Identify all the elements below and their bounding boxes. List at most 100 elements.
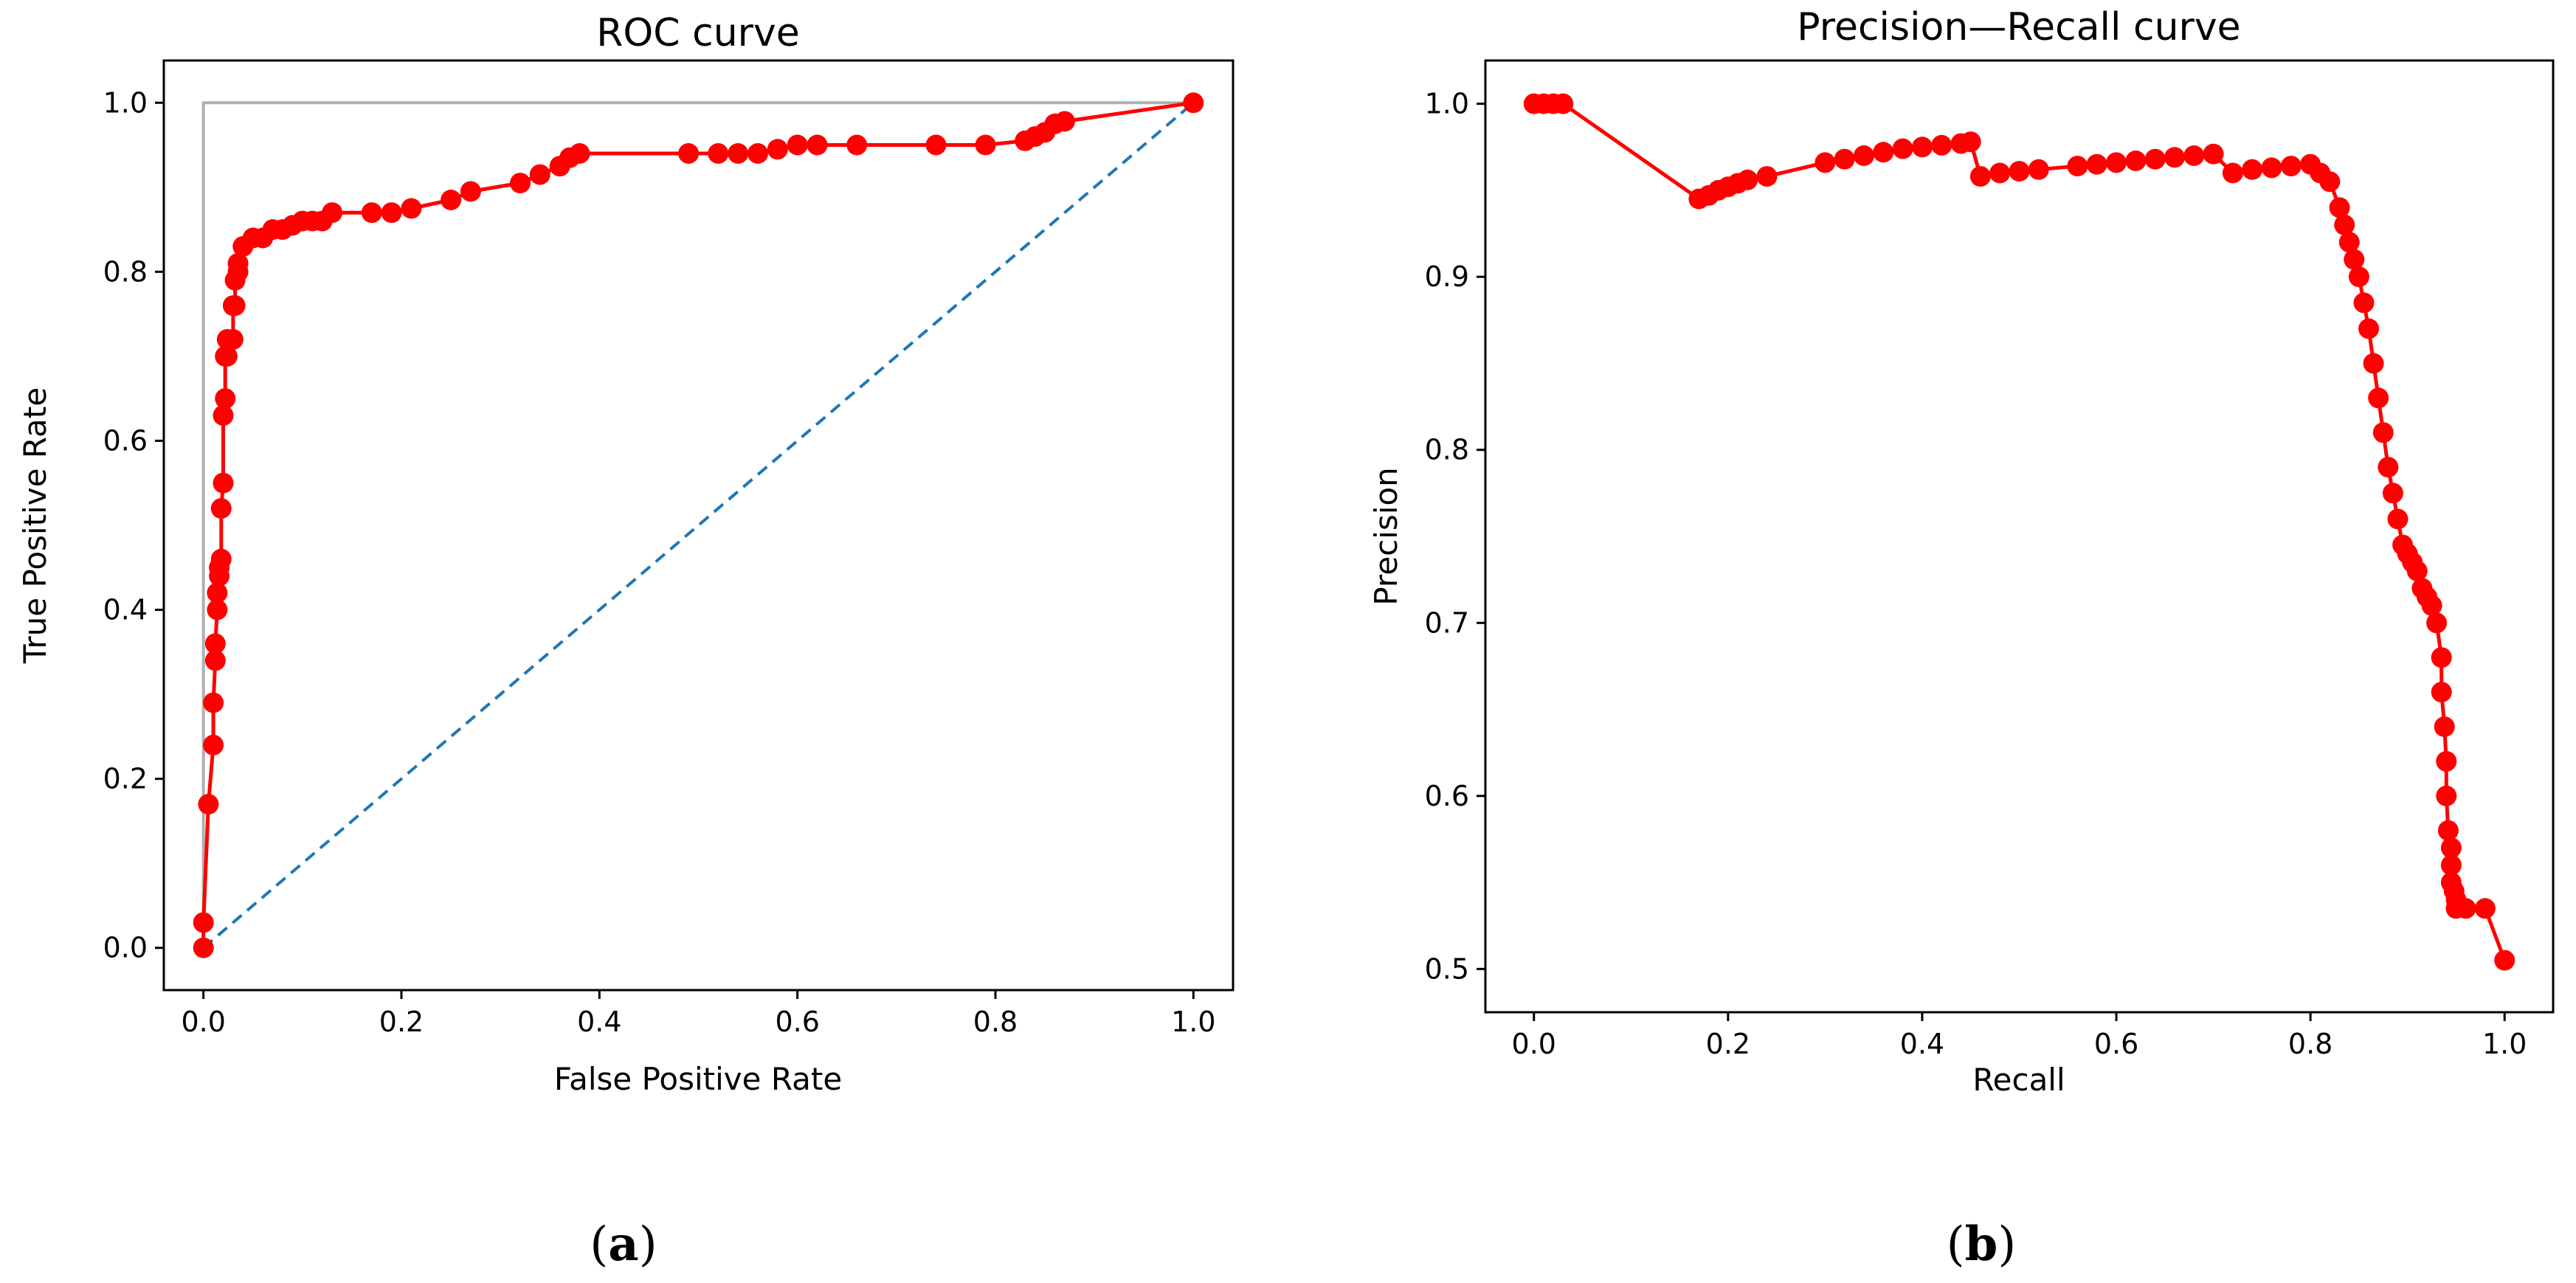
roc-data-point — [728, 143, 749, 164]
roc-data-point — [204, 633, 226, 654]
roc-data-point — [678, 143, 700, 164]
pr-data-point — [2067, 156, 2088, 177]
roc-data-point — [322, 202, 343, 224]
pr-data-point — [1960, 131, 1981, 153]
pr-data-point — [2387, 508, 2408, 530]
pr-ytick-label: 0.8 — [1425, 434, 1469, 466]
roc-data-point — [210, 548, 232, 570]
pr-data-point — [2406, 560, 2428, 581]
pr-xtick-label: 0.8 — [2288, 1028, 2332, 1060]
pr-data-point — [1892, 138, 1913, 159]
roc-data-point — [203, 734, 224, 755]
pr-data-point — [1814, 152, 1836, 173]
panel-b-close: ) — [1997, 1217, 2016, 1272]
pr-ytick-label: 0.7 — [1425, 606, 1469, 639]
roc-data-point — [193, 937, 214, 958]
roc-xtick-label: 0.0 — [181, 1006, 225, 1038]
roc-data-point — [846, 134, 868, 156]
roc-xtick-label: 0.8 — [973, 1006, 1018, 1038]
pr-data-point — [2353, 292, 2375, 314]
roc-data-point — [224, 295, 246, 317]
pr-data-point — [2329, 197, 2350, 218]
pr-data-point — [2086, 153, 2107, 175]
pr-xlabel: Recall — [1972, 1062, 2065, 1098]
roc-data-point — [401, 198, 422, 219]
roc-data-point — [213, 405, 234, 426]
roc-data-point — [227, 252, 249, 274]
roc-data-point — [193, 912, 214, 933]
pr-ytick-label: 0.9 — [1425, 260, 1469, 293]
pr-chart: Precision—Recall curve Recall Precision … — [1368, 5, 2555, 1098]
pr-data-point — [2125, 151, 2147, 171]
pr-title: Precision—Recall curve — [1797, 5, 2240, 49]
pr-data-point — [1969, 166, 1991, 187]
pr-series-line-precision-recall — [1533, 102, 2507, 961]
pr-data-point — [1553, 93, 1574, 114]
roc-data-point — [441, 190, 462, 210]
roc-data-point — [361, 202, 382, 224]
roc-data-point — [569, 143, 590, 164]
roc-plot-frame — [162, 59, 1235, 992]
pr-data-point — [2368, 387, 2389, 409]
roc-ytick-label: 0.2 — [103, 763, 148, 795]
roc-data-point — [925, 134, 947, 156]
roc-data-point — [210, 498, 232, 519]
pr-xtick-label: 1.0 — [2482, 1028, 2527, 1060]
pr-data-point — [2437, 820, 2459, 841]
pr-data-point — [2261, 157, 2282, 179]
roc-series-line-chance — [202, 101, 1195, 950]
roc-ylabel: True Positive Rate — [17, 387, 53, 664]
pr-data-point — [2440, 854, 2462, 876]
pr-data-point — [2436, 785, 2457, 806]
pr-xtick-label: 0.6 — [2094, 1028, 2138, 1060]
panel-a-close: ) — [639, 1217, 657, 1272]
roc-data-point — [207, 599, 228, 620]
roc-data-point — [767, 139, 788, 160]
roc-ytick-label: 0.8 — [103, 255, 148, 288]
roc-ytick-label: 0.0 — [103, 932, 148, 964]
panel-a-letter: a — [608, 1217, 638, 1272]
pr-xtick-label: 0.0 — [1512, 1028, 1556, 1060]
pr-data-point — [1756, 166, 1778, 187]
pr-data-point — [2434, 716, 2455, 737]
pr-data-point — [2455, 898, 2476, 919]
pr-data-point — [2338, 232, 2360, 253]
roc-data-point — [222, 329, 244, 350]
panel-b-open: ( — [1947, 1217, 1965, 1272]
roc-data-point — [381, 202, 402, 224]
pr-data-point — [2436, 750, 2457, 772]
roc-xtick-label: 1.0 — [1171, 1006, 1215, 1038]
roc-data-point — [198, 794, 219, 815]
roc-data-point — [207, 582, 228, 604]
pr-ticks: 0.0 0.2 0.4 0.6 0.8 1.0 0.5 0.6 0.7 0.8 0.9 1.0 — [1425, 88, 2527, 1060]
panel-b-letter: b — [1965, 1217, 1998, 1272]
pr-data-point — [2382, 483, 2403, 504]
roc-data-point — [460, 181, 481, 202]
pr-data-point — [2494, 950, 2515, 971]
roc-data-point — [747, 143, 768, 164]
pr-data-point — [1737, 169, 1758, 190]
roc-ytick-label: 1.0 — [103, 86, 148, 119]
roc-xtick-label: 0.6 — [775, 1006, 819, 1038]
pr-data-point — [2372, 422, 2394, 443]
pr-data-point — [2028, 159, 2049, 180]
pr-ytick-label: 0.5 — [1425, 952, 1469, 985]
pr-data-point — [2106, 152, 2127, 173]
pr-data-point — [2203, 143, 2224, 165]
panel-label-b: (b) — [1947, 1217, 2017, 1272]
pr-data-point — [2474, 898, 2496, 919]
roc-ytick-label: 0.6 — [103, 424, 148, 457]
pr-data-point — [2426, 612, 2448, 634]
roc-series-line-perfect-classifier — [201, 101, 1194, 948]
pr-data-point — [2334, 214, 2355, 235]
roc-data-point — [510, 173, 531, 194]
pr-data-point — [1873, 142, 1894, 163]
pr-data-point — [2378, 457, 2399, 478]
pr-data-point — [2358, 318, 2380, 339]
pr-data-point — [2348, 266, 2369, 288]
pr-xtick-label: 0.2 — [1706, 1028, 1750, 1060]
pr-data-point — [1912, 136, 1933, 158]
roc-data-point — [787, 134, 808, 156]
pr-series — [1523, 93, 2515, 971]
roc-title: ROC curve — [596, 11, 800, 55]
